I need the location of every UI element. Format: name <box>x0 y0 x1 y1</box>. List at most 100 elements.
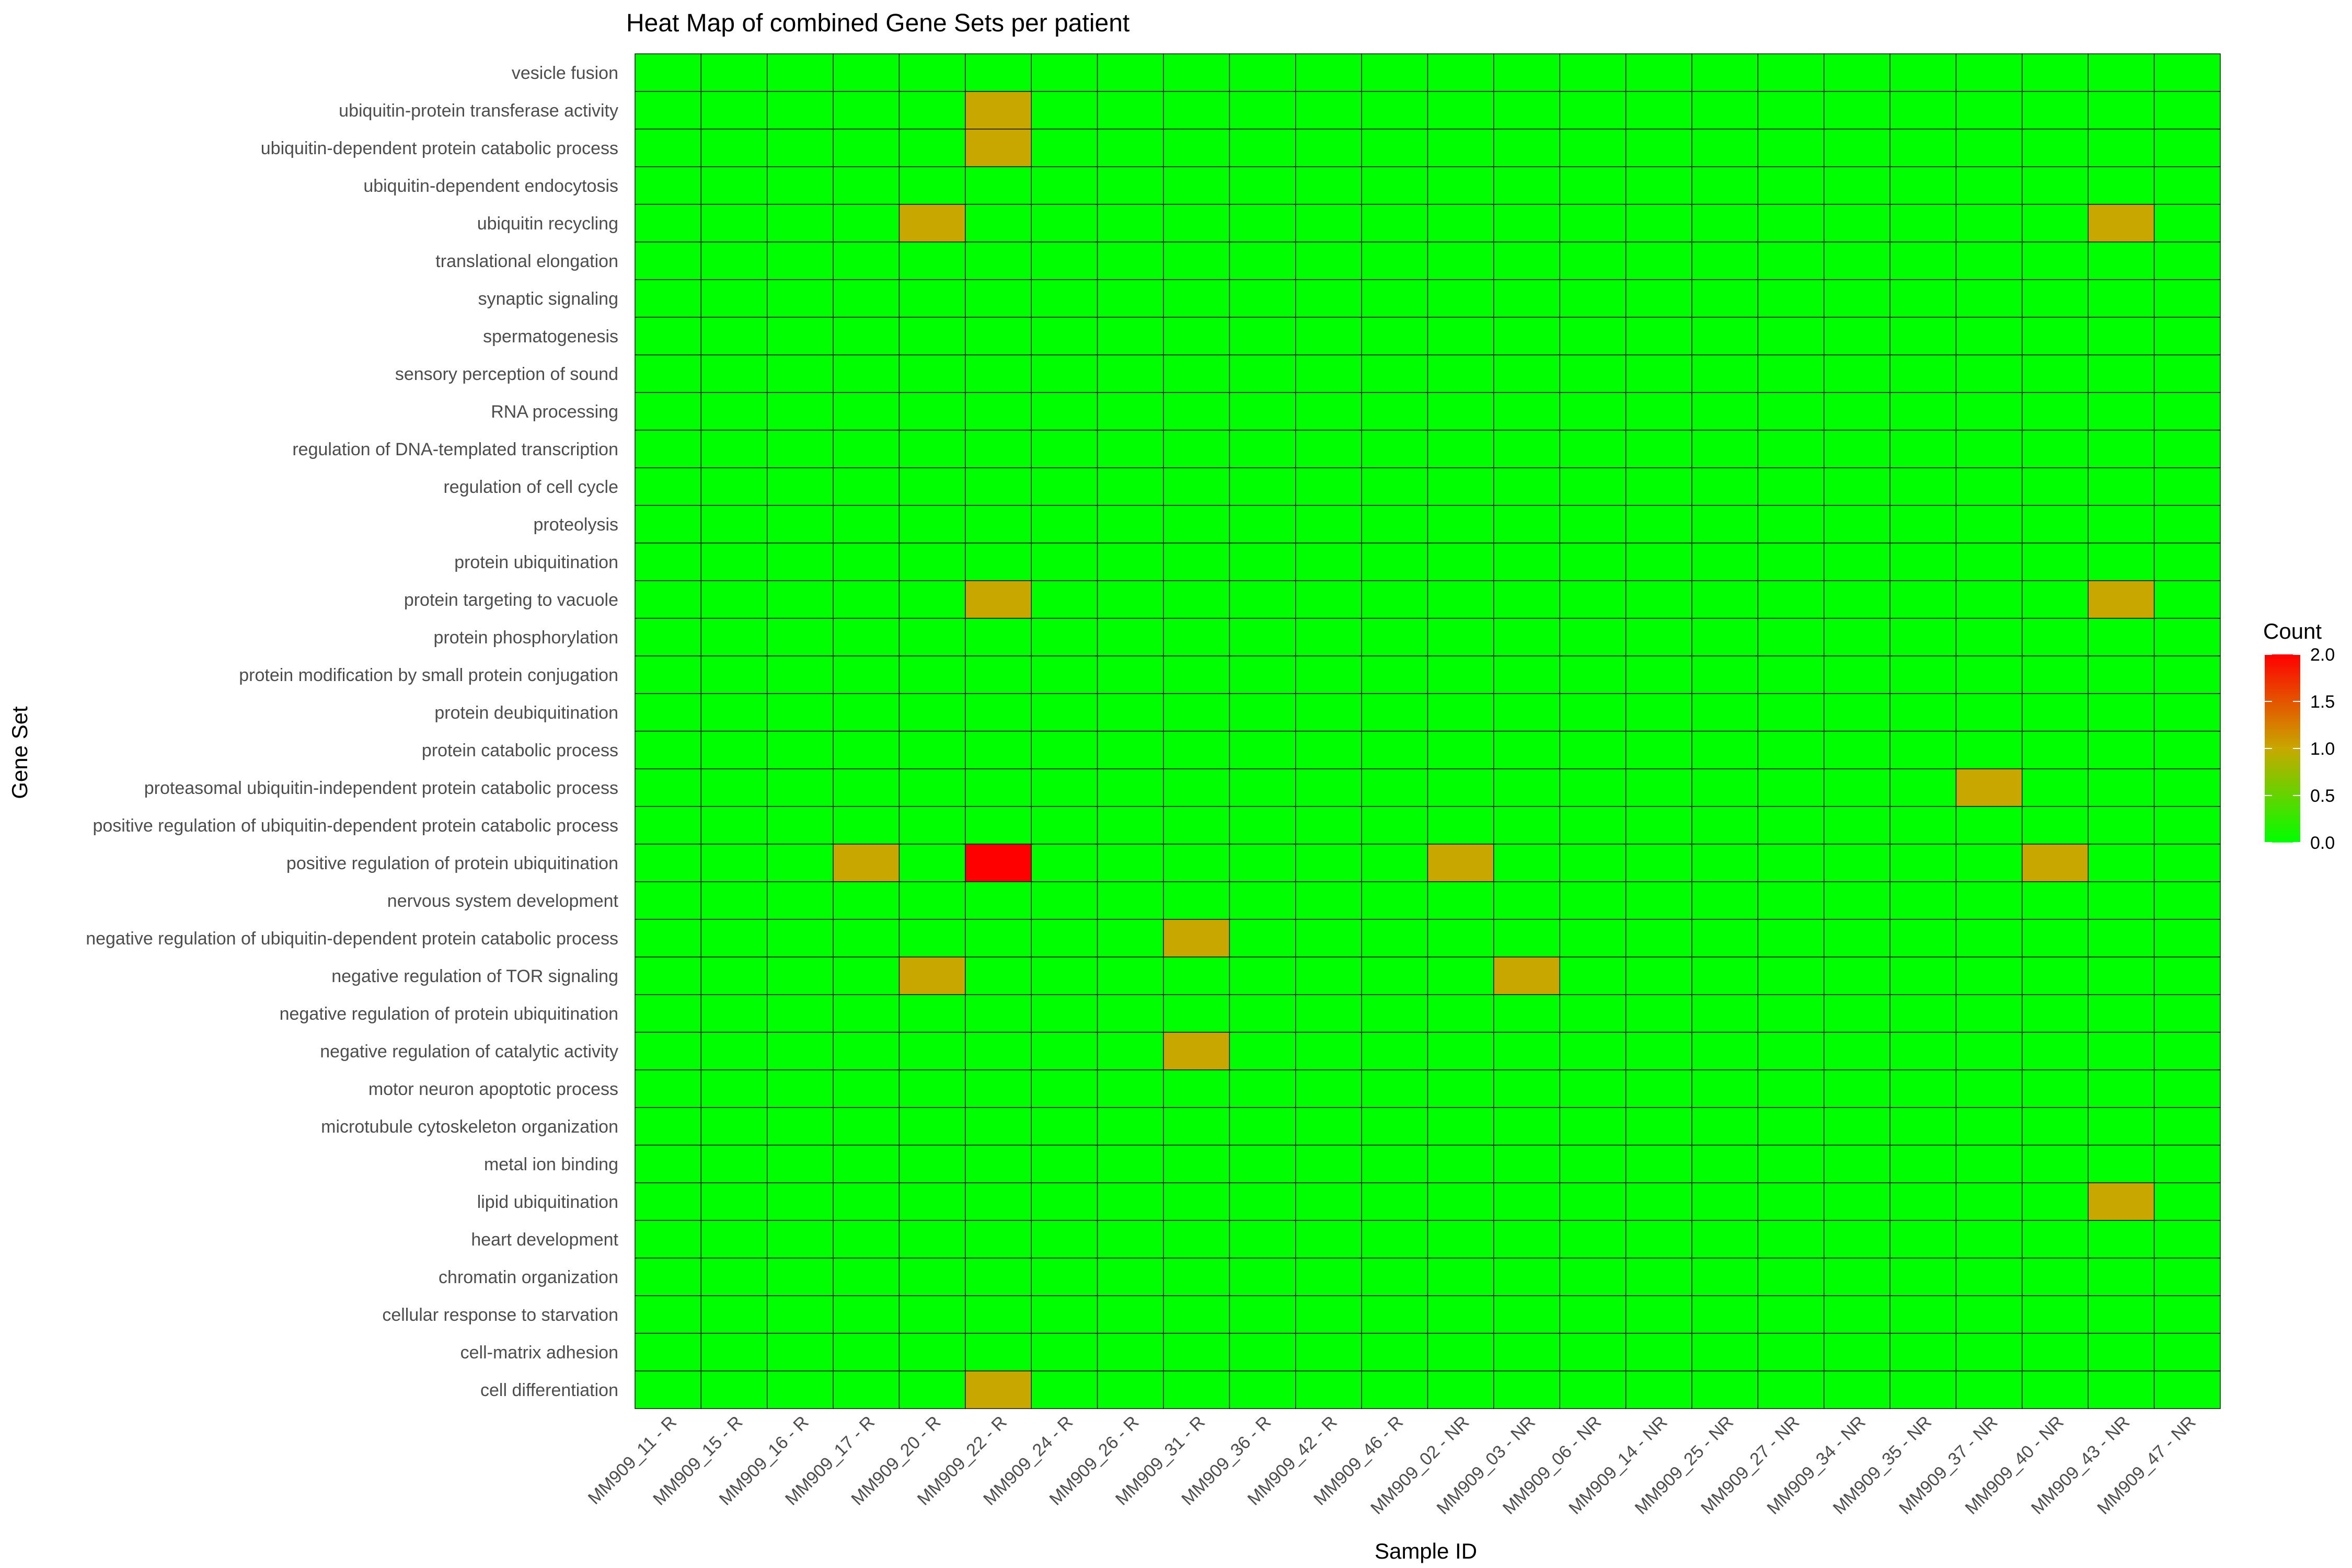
y-tick-label: protein targeting to vacuole <box>404 590 618 610</box>
heatmap-cell <box>2022 693 2089 732</box>
heatmap-cell <box>767 1220 834 1259</box>
heatmap-cell <box>1295 392 1362 431</box>
heatmap-cell <box>1163 505 1230 544</box>
heatmap-cell <box>2153 91 2221 130</box>
heatmap-cell <box>1493 731 1560 769</box>
heatmap-cell <box>1691 1220 1759 1259</box>
heatmap-cell <box>2088 430 2155 468</box>
heatmap-cell <box>1625 693 1692 732</box>
heatmap-cell <box>1889 919 1957 958</box>
heatmap-cell <box>1559 279 1627 318</box>
heatmap-cell <box>1097 1032 1164 1070</box>
heatmap-cell <box>1955 91 2023 130</box>
heatmap-cell <box>1163 618 1230 656</box>
heatmap-cell <box>1559 505 1627 544</box>
heatmap-cell <box>1427 129 1494 167</box>
heatmap-cell <box>1295 580 1362 619</box>
heatmap-cell <box>965 392 1032 431</box>
heatmap-cell <box>1625 166 1692 205</box>
heatmap-cell <box>1824 994 1890 1033</box>
heatmap-cell <box>2153 1258 2221 1296</box>
heatmap-cell <box>965 543 1032 581</box>
heatmap-cell <box>1031 1258 1098 1296</box>
heatmap-cell <box>1097 1107 1164 1146</box>
heatmap-cell <box>2088 91 2155 130</box>
heatmap-cell <box>1955 241 2023 280</box>
heatmap-cell <box>898 1295 966 1334</box>
heatmap-cell <box>1229 1258 1296 1296</box>
heatmap-cell <box>1824 956 1890 995</box>
heatmap-cell <box>700 919 768 958</box>
heatmap-cell <box>1097 129 1164 167</box>
heatmap-cell <box>1824 392 1890 431</box>
y-tick-label: positive regulation of ubiquitin-depende… <box>93 816 618 836</box>
legend-tick-label: 0.5 <box>2310 786 2335 806</box>
heatmap-cell <box>898 1333 966 1371</box>
heatmap-cell <box>2022 655 2089 694</box>
heatmap-cell <box>635 806 702 845</box>
heatmap-cell <box>1493 919 1560 958</box>
heatmap-cell <box>833 204 900 243</box>
heatmap-cell <box>1031 919 1098 958</box>
heatmap-cell <box>1163 1258 1230 1296</box>
heatmap-cell <box>965 279 1032 318</box>
heatmap-cell <box>1361 580 1428 619</box>
heatmap-cell <box>1295 1370 1362 1409</box>
heatmap-cell <box>2153 1182 2221 1221</box>
heatmap-cell <box>1097 91 1164 130</box>
heatmap-cell <box>1163 204 1230 243</box>
heatmap-cell <box>833 618 900 656</box>
heatmap-cell <box>635 768 702 807</box>
heatmap-cell <box>833 166 900 205</box>
heatmap-cell <box>1097 1220 1164 1259</box>
heatmap-cell <box>1559 1032 1627 1070</box>
heatmap-cell <box>1427 430 1494 468</box>
heatmap-cell <box>700 655 768 694</box>
heatmap-cell <box>1824 1220 1890 1259</box>
heatmap-cell <box>2022 1107 2089 1146</box>
heatmap-cell <box>1295 693 1362 732</box>
heatmap-cell <box>833 317 900 355</box>
heatmap-cell <box>1824 166 1890 205</box>
heatmap-cell <box>965 53 1032 92</box>
heatmap-cell <box>1824 430 1890 468</box>
y-tick-label: negative regulation of protein ubiquitin… <box>280 1004 618 1024</box>
heatmap-cell <box>1559 655 1627 694</box>
heatmap-cell <box>1229 1107 1296 1146</box>
heatmap-cell <box>1559 204 1627 243</box>
heatmap-cell <box>1889 1295 1957 1334</box>
heatmap-cell <box>1097 580 1164 619</box>
heatmap-cell <box>1097 467 1164 506</box>
heatmap-cell <box>833 53 900 92</box>
heatmap-cell <box>2153 919 2221 958</box>
heatmap-cell <box>1427 655 1494 694</box>
heatmap-cell <box>1295 467 1362 506</box>
heatmap-cell <box>1427 1370 1494 1409</box>
heatmap-cell <box>635 204 702 243</box>
heatmap-cell <box>1097 1182 1164 1221</box>
heatmap-cell <box>1889 166 1957 205</box>
heatmap-cell <box>1493 543 1560 581</box>
heatmap-cell <box>1559 354 1627 393</box>
heatmap-cell <box>1163 844 1230 882</box>
heatmap-cell <box>1493 505 1560 544</box>
heatmap-cell <box>1625 354 1692 393</box>
y-tick-label: ubiquitin-dependent protein catabolic pr… <box>261 139 618 158</box>
heatmap-cell <box>833 1182 900 1221</box>
heatmap-cell <box>700 53 768 92</box>
heatmap-cell <box>1824 1333 1890 1371</box>
heatmap-cell <box>635 881 702 920</box>
heatmap-cell <box>1493 166 1560 205</box>
heatmap-cell <box>1559 693 1627 732</box>
heatmap-cell <box>1757 279 1825 318</box>
y-tick-label: ubiquitin recycling <box>477 214 618 234</box>
heatmap-cell <box>1295 1182 1362 1221</box>
heatmap-cell <box>1493 317 1560 355</box>
heatmap-cell <box>767 1258 834 1296</box>
heatmap-cell <box>1295 919 1362 958</box>
heatmap-cell <box>2022 994 2089 1033</box>
heatmap-cell <box>635 1370 702 1409</box>
heatmap-cell <box>1955 467 2023 506</box>
heatmap-cell <box>1824 91 1890 130</box>
heatmap-cell <box>1427 543 1494 581</box>
